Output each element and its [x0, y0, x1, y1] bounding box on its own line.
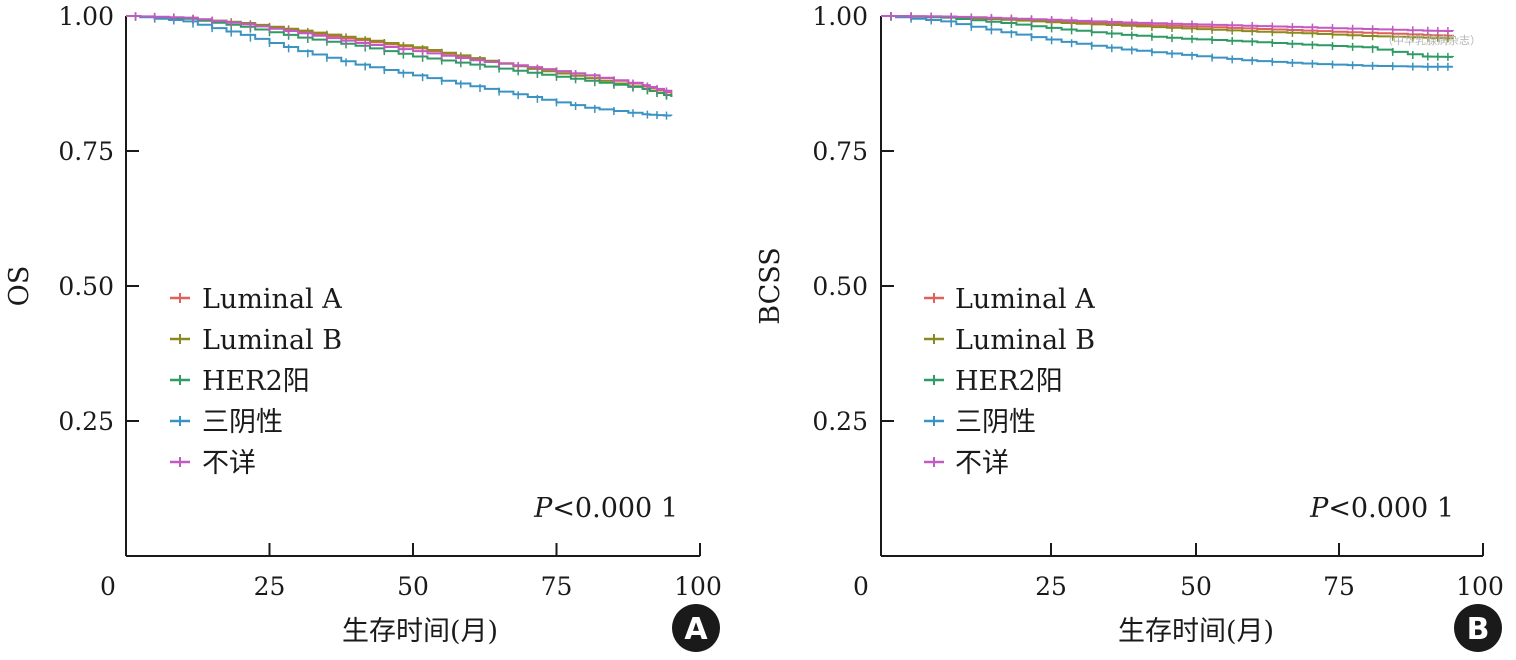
- panel-b-xtick-label-50: 50: [1180, 572, 1212, 601]
- panel-a-series-her2-line: [126, 15, 673, 97]
- panel-a-x-axis-title: 生存时间(月): [342, 616, 498, 647]
- panel-b-legend-label-triple-negative: 三阴性: [955, 407, 1036, 438]
- panel-a-xtick-label-75: 75: [541, 572, 573, 601]
- panel-a-badge-label: A: [684, 612, 708, 647]
- panel-b-p-value: P<0.000 1: [1309, 493, 1454, 524]
- panel-a-legend-label-unknown: 不详: [202, 448, 256, 479]
- panel-b-series-triple-negative-censor-marks: [890, 12, 1449, 71]
- panel-a-series-triple-negative-line: [126, 15, 673, 117]
- panel-a-ytick-label-025: 0.25: [58, 407, 114, 436]
- panel-a-series-luminal-b-line: [126, 15, 673, 97]
- panel-b-axes: [880, 15, 1484, 557]
- panel-a-y-axis-title: OS: [4, 266, 35, 307]
- panel-b-xtick-label-25: 25: [1035, 572, 1067, 601]
- panel-a-legend: Luminal A Luminal B HER2阳 三阴性 不详: [170, 284, 342, 479]
- panel-b-series-lines: [881, 12, 1454, 71]
- panel-a-xtick-label-50: 50: [397, 572, 429, 601]
- panel-b-legend-label-unknown: 不详: [955, 448, 1009, 479]
- panel-b-legend: Luminal A Luminal B HER2阳 三阴性 不详: [924, 284, 1095, 479]
- panel-b-ytick-label-050: 0.50: [812, 272, 868, 301]
- panel-a-ytick-label-075: 0.75: [58, 137, 114, 166]
- panel-b-xtick-label-100: 100: [1456, 572, 1504, 601]
- panel-b-x-axis-title: 生存时间(月): [1118, 616, 1274, 647]
- panel-a-legend-label-luminal-a: Luminal A: [202, 284, 342, 315]
- panel-b-series-unknown-censor-marks: [890, 12, 1449, 35]
- panel-b-series-unknown-line: [881, 15, 1454, 32]
- panel-a-series-her2-censor-marks: [134, 12, 668, 100]
- panel-b-xtick-label-75: 75: [1323, 572, 1355, 601]
- panel-a-xtick-label-25: 25: [254, 572, 286, 601]
- panel-b-legend-label-her2: HER2阳: [955, 366, 1063, 397]
- panel-a-series-unknown-line: [126, 15, 673, 93]
- panel-b-xtick-label-0: 0: [853, 572, 869, 601]
- panel-a-legend-label-her2: HER2阳: [202, 366, 310, 397]
- panel-a-legend-label-triple-negative: 三阴性: [202, 407, 283, 438]
- panel-a-series-unknown-censor-marks: [134, 12, 668, 96]
- panel-a-xtick-label-100: 100: [674, 572, 722, 601]
- panel-b-ytick-label-025: 0.25: [812, 407, 868, 436]
- panel-b-badge-label: B: [1467, 612, 1490, 647]
- panel-b-y-axis-title: BCSS: [755, 247, 786, 325]
- panel-b-legend-label-luminal-a: Luminal A: [955, 284, 1095, 315]
- watermark-text: （中华乳腺病杂志）: [1382, 33, 1481, 47]
- panel-b-legend-label-luminal-b: Luminal B: [955, 325, 1095, 356]
- panel-a-badge: [672, 604, 720, 652]
- panel-a-series-luminal-a-line: [126, 15, 673, 95]
- panel-a-ytick-label-050: 0.50: [58, 272, 114, 301]
- panel-a: 0 25 50 75 100 0.25 0.50 0.75 1.00 生存时间(…: [4, 2, 722, 652]
- panel-b-ytick-label-100: 1.00: [812, 2, 868, 31]
- panel-b-badge: [1454, 604, 1502, 652]
- panel-a-legend-label-luminal-b: Luminal B: [202, 325, 342, 356]
- panel-a-series-luminal-b-censor-marks: [134, 12, 668, 100]
- panel-b-series-her2-line: [881, 15, 1454, 58]
- panel-a-p-value: P<0.000 1: [533, 493, 678, 524]
- panel-a-ytick-label-100: 1.00: [58, 2, 114, 31]
- panel-a-xtick-label-0: 0: [100, 572, 116, 601]
- panel-b-series-triple-negative-line: [881, 15, 1453, 68]
- panel-a-series-lines: [126, 12, 673, 120]
- panel-b: 0 25 50 75 100 0.25 0.50 0.75 1.00 生存时间(…: [755, 2, 1504, 652]
- panel-b-ytick-label-075: 0.75: [812, 137, 868, 166]
